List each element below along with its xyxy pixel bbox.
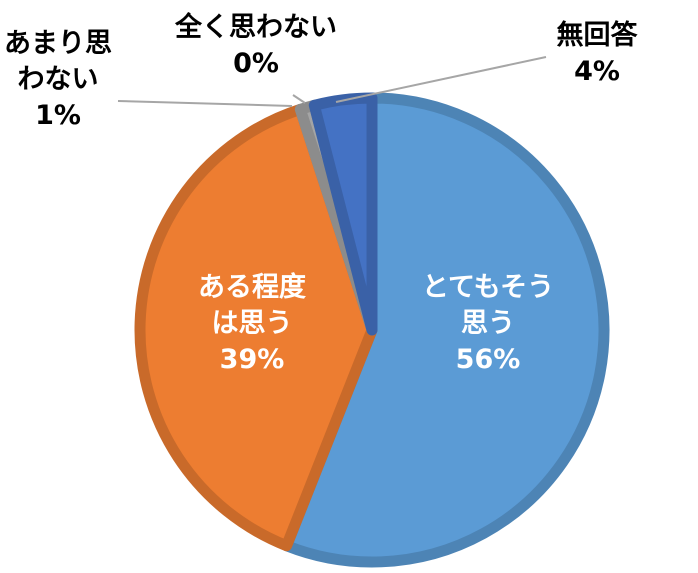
pie-slices bbox=[134, 92, 610, 568]
leader-lines bbox=[117, 56, 547, 107]
data-label-value: 4% bbox=[574, 56, 620, 87]
data-label-text: とてもそう bbox=[422, 272, 554, 303]
leader-line-4 bbox=[335, 56, 547, 103]
data-label-value: 56% bbox=[456, 344, 521, 375]
data-label-2: あまり思わない 1% bbox=[4, 28, 112, 131]
data-label-0: とてもそう思う 56% bbox=[422, 272, 554, 375]
data-label-text: わない bbox=[18, 64, 99, 95]
data-label-1: ある程度は思う 39% bbox=[198, 271, 306, 375]
leader-line-3 bbox=[292, 94, 306, 104]
data-label-value: 1% bbox=[35, 100, 81, 131]
data-label-text: は思う bbox=[212, 308, 293, 339]
data-label-value: 39% bbox=[220, 344, 285, 375]
data-label-text: 思う bbox=[461, 308, 515, 339]
pie-slice-1 bbox=[134, 103, 378, 552]
data-label-4: 無回答 4% bbox=[557, 19, 639, 87]
leader-line-2 bbox=[117, 100, 293, 107]
data-label-text: あまり思 bbox=[4, 28, 112, 59]
data-label-text: ある程度 bbox=[198, 271, 306, 303]
data-label-3: 全く思わない 0% bbox=[174, 11, 337, 79]
pie-slice-0 bbox=[281, 92, 610, 568]
data-label-value: 0% bbox=[233, 48, 279, 79]
data-labels: とてもそう思う 56% ある程度は思う 39% あまり思わない 1% 全く思わない 0% 無回答… bbox=[4, 11, 638, 375]
data-label-text: 全く思わない bbox=[174, 11, 337, 43]
data-label-text: 無回答 bbox=[557, 19, 639, 51]
